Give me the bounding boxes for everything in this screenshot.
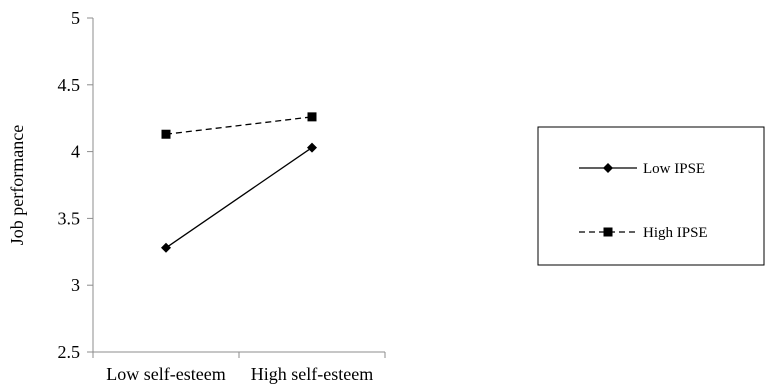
x-tick-label: Low self-esteem	[106, 364, 225, 384]
series-0	[161, 142, 317, 253]
data-point	[307, 112, 317, 122]
legend-item: High IPSE	[579, 225, 708, 241]
legend-box	[537, 126, 765, 266]
data-point	[307, 142, 317, 153]
legend-label: High IPSE	[643, 225, 708, 241]
x-ticks: Low self-esteem High self-esteem	[92, 352, 386, 384]
x-tick-label: High self-esteem	[251, 364, 373, 384]
y-axis-title: Job performance	[7, 125, 27, 245]
chart-series	[161, 112, 317, 253]
y-ticks: 2.5 3 3.5 4 4.5 5	[58, 8, 93, 362]
data-point	[161, 129, 171, 139]
y-tick-label: 4	[71, 142, 80, 162]
y-tick-label: 2.5	[58, 342, 81, 362]
y-tick-label: 5	[71, 8, 80, 28]
series-line	[165, 147, 313, 249]
legend-marker	[603, 163, 613, 173]
series-1	[161, 112, 317, 139]
chart-axes	[92, 18, 385, 353]
legend-label: Low IPSE	[643, 161, 705, 177]
series-line	[165, 116, 313, 135]
y-tick-label: 3.5	[58, 208, 81, 228]
y-tick-label: 4.5	[58, 75, 81, 95]
legend-marker	[603, 227, 613, 237]
y-tick-label: 3	[71, 275, 80, 295]
legend: Low IPSE High IPSE	[537, 126, 765, 266]
data-point	[161, 242, 171, 253]
legend-item: Low IPSE	[579, 161, 705, 177]
